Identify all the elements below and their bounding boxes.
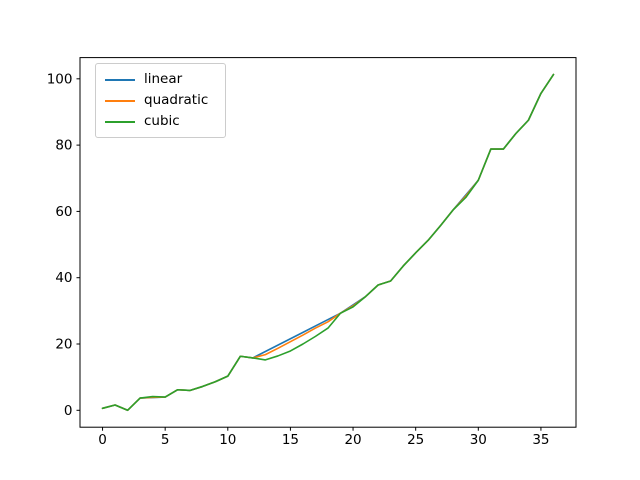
x-tick-label: 20 [344, 432, 361, 448]
x-tick-label: 35 [532, 432, 549, 448]
legend-label: quadratic [144, 91, 209, 108]
y-tick-label: 100 [47, 71, 73, 87]
x-tick-label: 0 [98, 432, 107, 448]
axes-frame [79, 57, 577, 428]
x-tick-label: 5 [161, 432, 170, 448]
x-tick-label: 10 [219, 432, 236, 448]
x-tick-label: 30 [470, 432, 487, 448]
y-tick-label: 60 [55, 204, 72, 220]
legend-entry-quadratic: quadratic [105, 90, 217, 111]
y-tick-label: 0 [64, 403, 73, 419]
legend-entry-cubic: cubic [105, 111, 217, 132]
legend-line-swatch-quadratic [105, 99, 135, 102]
axis-tick-labels: 0 5 10 15 20 25 30 35 0 20 40 60 80 100 [47, 71, 550, 448]
legend-line-swatch-cubic [105, 120, 135, 123]
y-tick-label: 20 [55, 336, 72, 352]
legend-label: cubic [144, 112, 180, 129]
axis-ticks [76, 78, 542, 431]
legend: linear quadratic cubic [95, 63, 226, 138]
x-tick-label: 25 [407, 432, 424, 448]
y-tick-label: 80 [55, 138, 72, 154]
legend-line-swatch-linear [105, 78, 135, 81]
series-line-cubic [101, 73, 555, 412]
legend-entry-linear: linear [105, 69, 217, 90]
y-tick-label: 40 [55, 270, 72, 286]
legend-label: linear [144, 70, 183, 87]
series-lines [101, 73, 555, 412]
axes-spines [79, 57, 577, 428]
x-tick-label: 15 [282, 432, 299, 448]
